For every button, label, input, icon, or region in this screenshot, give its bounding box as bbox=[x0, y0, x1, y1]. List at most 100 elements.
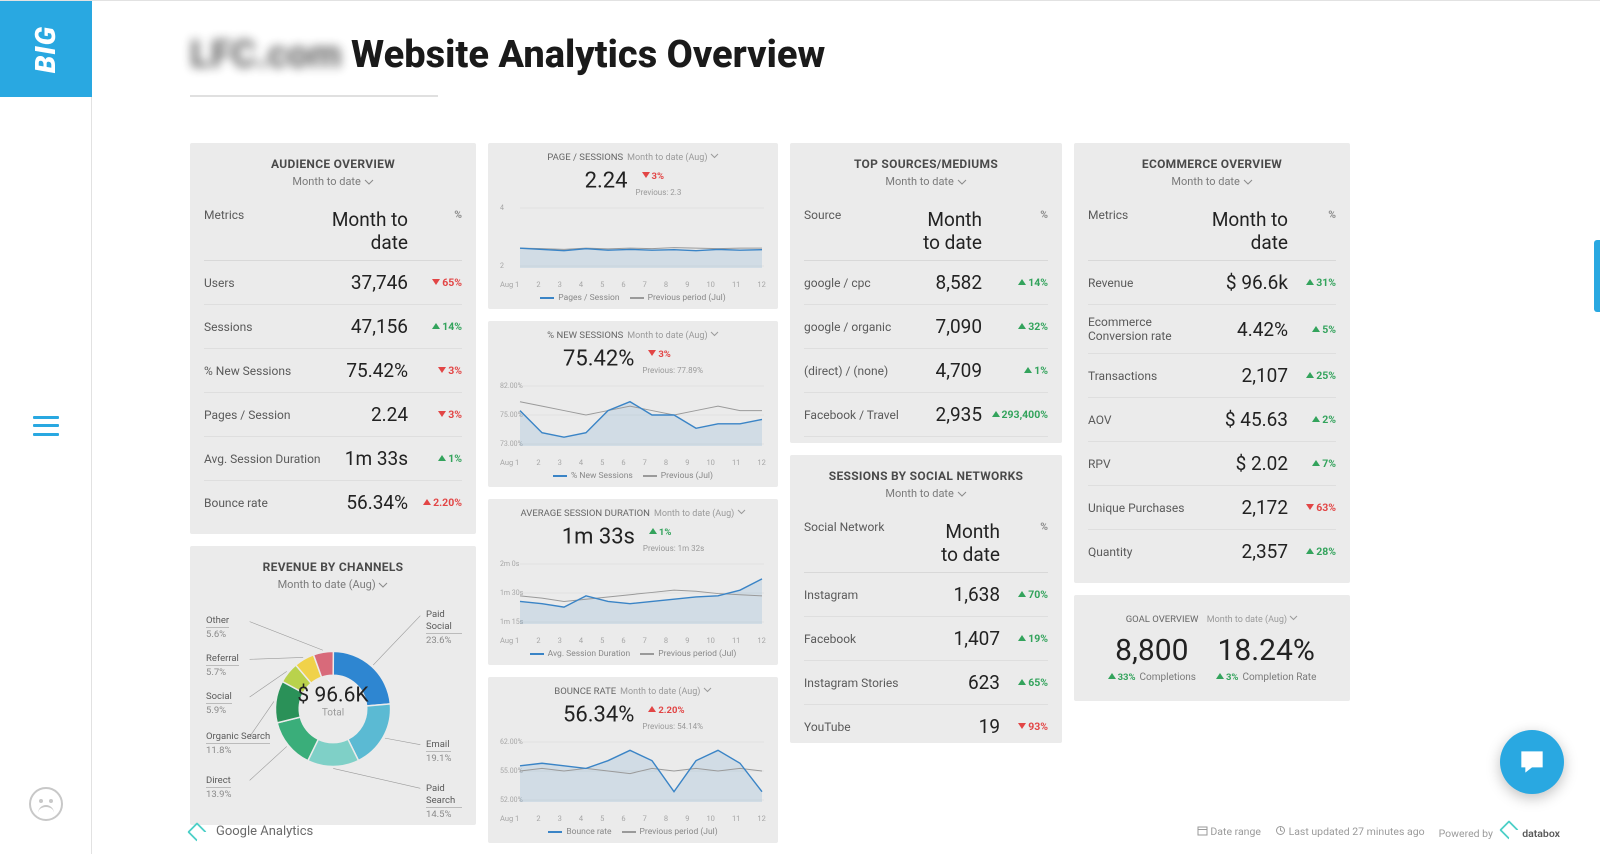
mini-title: PAGE / SESSIONS bbox=[547, 152, 623, 163]
row-label: Avg. Session Duration bbox=[204, 452, 330, 466]
mini-title: BOUNCE RATE bbox=[554, 686, 616, 697]
donut-label: Paid Search14.5% bbox=[426, 783, 462, 821]
table-row: Users 37,746 65% bbox=[204, 261, 462, 305]
period-selector[interactable]: Month to date (Aug) bbox=[1207, 615, 1299, 625]
mini-chart-page-sessions: PAGE / SESSIONSMonth to date (Aug) 2.243… bbox=[488, 143, 778, 309]
row-delta: 65% bbox=[408, 276, 462, 289]
period-selector[interactable]: Month to date (Aug) bbox=[627, 153, 719, 163]
chevron-down-icon bbox=[1289, 613, 1298, 622]
row-delta: 65% bbox=[1000, 676, 1048, 689]
row-label: Quantity bbox=[1088, 545, 1210, 559]
mini-value: 56.34% bbox=[563, 702, 634, 727]
row-label: Sessions bbox=[204, 320, 330, 334]
row-delta: 19% bbox=[1000, 632, 1048, 645]
period-selector[interactable]: Month to date bbox=[1088, 175, 1336, 188]
chat-icon bbox=[1516, 746, 1548, 778]
chat-button[interactable] bbox=[1500, 730, 1564, 794]
row-value: 7,090 bbox=[922, 315, 982, 338]
x-axis: Aug 123456789101112 bbox=[498, 814, 768, 823]
period-selector[interactable]: Month to date bbox=[804, 175, 1048, 188]
svg-text:2: 2 bbox=[500, 262, 504, 270]
menu-icon[interactable] bbox=[33, 416, 59, 436]
title-underline bbox=[190, 95, 438, 97]
top-sources-card: TOP SOURCES/MEDIUMS Month to date Source… bbox=[790, 143, 1062, 443]
social-sessions-card: SESSIONS BY SOCIAL NETWORKS Month to dat… bbox=[790, 455, 1062, 743]
row-label: Pages / Session bbox=[204, 408, 330, 422]
donut-label: Referral5.7% bbox=[206, 653, 239, 679]
period-selector[interactable]: Month to date (Aug) bbox=[627, 331, 719, 341]
table-row: google / organic 7,090 32% bbox=[804, 305, 1048, 349]
row-value: 19 bbox=[936, 715, 1000, 738]
right-edge-tab[interactable] bbox=[1594, 240, 1600, 312]
row-value: $ 96.6k bbox=[1210, 271, 1288, 294]
period-selector[interactable]: Month to date (Aug) bbox=[620, 687, 712, 697]
main-content: LFC.com Website Analytics Overview AUDIE… bbox=[92, 1, 1600, 854]
row-delta: 32% bbox=[982, 320, 1048, 333]
svg-text:4: 4 bbox=[500, 204, 504, 212]
table-row: Bounce rate 56.34% 2.20% bbox=[204, 481, 462, 524]
row-label: google / cpc bbox=[804, 276, 922, 290]
row-label: % New Sessions bbox=[204, 364, 330, 378]
row-value: 4,709 bbox=[922, 359, 982, 382]
row-label: Bounce rate bbox=[204, 496, 330, 510]
card-title: TOP SOURCES/MEDIUMS bbox=[804, 157, 1048, 171]
card-title: AUDIENCE OVERVIEW bbox=[204, 157, 462, 171]
row-delta: 293,400% bbox=[982, 408, 1048, 421]
row-label: Facebook bbox=[804, 632, 936, 646]
period-selector[interactable]: Month to date bbox=[804, 487, 1048, 500]
feedback-icon[interactable] bbox=[29, 787, 63, 821]
row-value: 1,638 bbox=[936, 583, 1000, 606]
brand-logo[interactable]: BIG bbox=[0, 1, 92, 97]
chevron-down-icon bbox=[737, 507, 746, 516]
line-chart: 2m 0s1m 30s1m 15s bbox=[498, 554, 768, 630]
mini-title: % NEW SESSIONS bbox=[547, 330, 623, 341]
table-row: YouTube 19 93% bbox=[804, 705, 1048, 743]
row-delta: 3% bbox=[408, 364, 462, 377]
date-range-button[interactable]: Date range bbox=[1197, 825, 1261, 838]
refresh-icon bbox=[1275, 825, 1286, 836]
mini-previous: Previous: 1m 32s bbox=[643, 545, 704, 554]
data-source-label: Google Analytics bbox=[216, 824, 313, 839]
chevron-down-icon bbox=[710, 329, 719, 338]
x-axis: Aug 123456789101112 bbox=[498, 458, 768, 467]
row-value: 37,746 bbox=[330, 271, 408, 294]
chevron-down-icon bbox=[957, 177, 967, 187]
svg-text:82.00%: 82.00% bbox=[500, 382, 523, 390]
period-selector[interactable]: Month to date (Aug) bbox=[654, 509, 746, 519]
donut-label: Paid Social23.6% bbox=[426, 609, 462, 647]
chevron-down-icon bbox=[703, 685, 712, 694]
donut-center: $ 96.6K Total bbox=[297, 684, 368, 719]
row-delta: 1% bbox=[408, 452, 462, 465]
row-label: Users bbox=[204, 276, 330, 290]
mini-previous: Previous: 77.89% bbox=[642, 367, 703, 376]
svg-text:75.00%: 75.00% bbox=[500, 411, 523, 419]
row-delta: 2.20% bbox=[408, 496, 462, 509]
chevron-down-icon bbox=[378, 580, 388, 590]
period-selector[interactable]: Month to date bbox=[204, 175, 462, 188]
table-row: % New Sessions 75.42% 3% bbox=[204, 349, 462, 393]
table-row: Instagram Stories 623 65% bbox=[804, 661, 1048, 705]
row-value: 2,107 bbox=[1210, 364, 1288, 387]
row-delta: 28% bbox=[1288, 545, 1336, 558]
mini-delta: 3% bbox=[648, 349, 670, 360]
goal-overview-card: GOAL OVERVIEW Month to date (Aug) 8,800 … bbox=[1074, 595, 1350, 701]
mini-value: 2.24 bbox=[585, 168, 628, 193]
row-value: 75.42% bbox=[330, 359, 408, 382]
row-value: $ 2.02 bbox=[1210, 452, 1288, 475]
row-value: 8,582 bbox=[922, 271, 982, 294]
row-label: AOV bbox=[1088, 413, 1210, 427]
table-row: Quantity 2,357 28% bbox=[1088, 530, 1336, 573]
row-delta: 14% bbox=[982, 276, 1048, 289]
period-selector[interactable]: Month to date (Aug) bbox=[204, 578, 462, 591]
footer: Google Analytics Date range Last updated… bbox=[190, 823, 1560, 840]
table-row: Pages / Session 2.24 3% bbox=[204, 393, 462, 437]
table-row: Facebook / Purchasers-Over2-Over20-LAL1 … bbox=[804, 437, 1048, 443]
x-axis: Aug 123456789101112 bbox=[498, 280, 768, 289]
table-row: RPV $ 2.02 7% bbox=[1088, 442, 1336, 486]
donut-label: Other5.6% bbox=[206, 615, 229, 641]
row-label: Unique Purchases bbox=[1088, 501, 1210, 515]
mini-previous: Previous: 2.3 bbox=[636, 189, 682, 198]
card-title: SESSIONS BY SOCIAL NETWORKS bbox=[804, 469, 1048, 483]
row-label: google / organic bbox=[804, 320, 922, 334]
row-label: Facebook / Travel bbox=[804, 408, 922, 422]
